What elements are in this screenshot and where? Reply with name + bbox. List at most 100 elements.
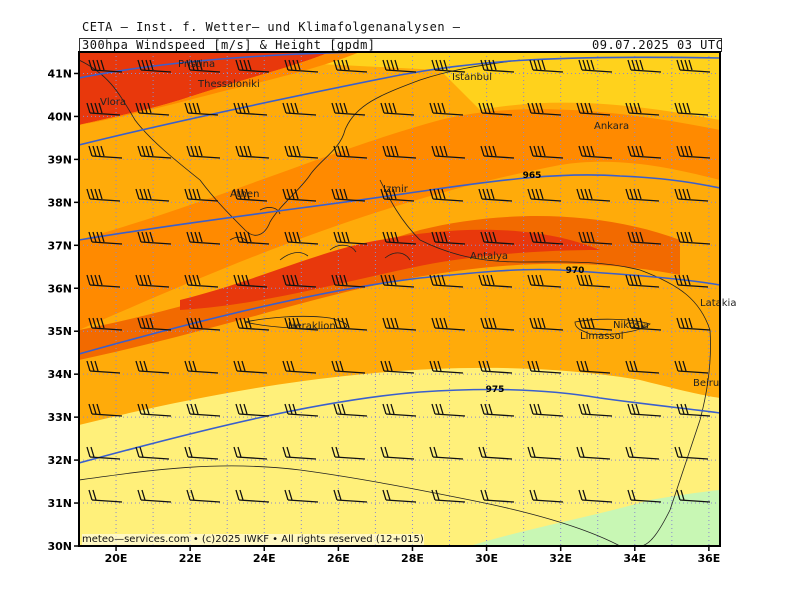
city-label-izmir: Izmir bbox=[383, 184, 409, 195]
wind-barb bbox=[480, 59, 515, 73]
city-label-vlora: Vlora bbox=[100, 97, 126, 108]
y-tick-label: 38N bbox=[47, 196, 72, 209]
wind-barb bbox=[578, 489, 613, 503]
wind-barb bbox=[137, 489, 172, 503]
contour-line-965 bbox=[79, 174, 720, 241]
wind-barb bbox=[578, 145, 613, 159]
y-tick-label: 41N bbox=[47, 67, 72, 80]
wind-barb bbox=[429, 360, 464, 374]
wind-barb bbox=[527, 360, 562, 374]
wind-barb bbox=[235, 317, 270, 331]
wind-barb bbox=[380, 188, 415, 202]
wind-barb bbox=[627, 489, 662, 503]
wind-barb bbox=[331, 360, 366, 374]
wind-barb bbox=[380, 446, 415, 460]
wind-barb bbox=[627, 59, 662, 73]
wind-barb bbox=[184, 274, 219, 288]
contour-label-970: 970 bbox=[566, 266, 585, 276]
wind-barb bbox=[529, 231, 564, 245]
wind-barb bbox=[233, 446, 268, 460]
wind-barb bbox=[333, 145, 368, 159]
wind-barb bbox=[578, 317, 613, 331]
wind-barb bbox=[137, 403, 172, 417]
wind-barb bbox=[676, 59, 711, 73]
wind-barb bbox=[478, 102, 513, 116]
wind-barb bbox=[282, 446, 317, 460]
wind-barb bbox=[137, 231, 172, 245]
wind-barb bbox=[674, 360, 709, 374]
wind-barb bbox=[429, 188, 464, 202]
wind-barb bbox=[674, 102, 709, 116]
wind-barb bbox=[86, 188, 121, 202]
wind-barb bbox=[382, 317, 417, 331]
wind-barb bbox=[576, 446, 611, 460]
x-tick-label: 36E bbox=[697, 552, 720, 565]
chart-subtitle: 300hpa Windspeed [m/s] & Height [gpdm] bbox=[82, 38, 376, 52]
wind-barb bbox=[184, 446, 219, 460]
wind-barb bbox=[674, 274, 709, 288]
wind-barb bbox=[88, 59, 123, 73]
city-label-latakia: Latakia bbox=[700, 298, 736, 309]
contour-label-975: 975 bbox=[486, 385, 505, 395]
wind-barb bbox=[676, 145, 711, 159]
axis-ticks: 20E 22E 24E 26E 28E 30E 32E 34E 36E 30N 31N 32N 33N 3… bbox=[47, 67, 720, 565]
wind-barb bbox=[676, 231, 711, 245]
wind-barb bbox=[527, 102, 562, 116]
wind-barb bbox=[627, 145, 662, 159]
wind-barb bbox=[331, 446, 366, 460]
wind-barb bbox=[429, 446, 464, 460]
x-tick-label: 28E bbox=[401, 552, 424, 565]
wind-barb bbox=[284, 317, 319, 331]
wind-barb bbox=[578, 231, 613, 245]
y-tick-label: 36N bbox=[47, 282, 72, 295]
city-label-antalya: Antalya bbox=[470, 251, 508, 262]
wind-barb bbox=[235, 489, 270, 503]
y-tick-label: 31N bbox=[47, 497, 72, 510]
wind-barb bbox=[184, 188, 219, 202]
y-tick-label: 35N bbox=[47, 325, 72, 338]
wind-barb bbox=[478, 274, 513, 288]
wind-barb bbox=[186, 145, 221, 159]
wind-barb bbox=[625, 360, 660, 374]
wind-barb bbox=[86, 274, 121, 288]
wind-barb bbox=[625, 446, 660, 460]
x-tick-label: 20E bbox=[105, 552, 128, 565]
wind-barb bbox=[429, 274, 464, 288]
wind-barb bbox=[529, 489, 564, 503]
wind-barb bbox=[674, 446, 709, 460]
wind-barb bbox=[137, 317, 172, 331]
wind-barb bbox=[184, 102, 219, 116]
wind-barb bbox=[529, 145, 564, 159]
footer-credit: meteo—services.com • (c)2025 IWKF • All … bbox=[82, 534, 424, 545]
wind-barb bbox=[135, 274, 170, 288]
wind-barb bbox=[235, 59, 270, 73]
wind-barb bbox=[233, 360, 268, 374]
subtitle-box bbox=[79, 38, 722, 52]
wind-barb bbox=[284, 231, 319, 245]
wind-barb bbox=[478, 446, 513, 460]
wind-barb bbox=[333, 403, 368, 417]
y-tick-label: 30N bbox=[47, 540, 72, 553]
y-tick-label: 34N bbox=[47, 368, 72, 381]
wind-barb bbox=[382, 489, 417, 503]
wind-barb bbox=[478, 360, 513, 374]
wind-barb bbox=[431, 489, 466, 503]
wind-barb bbox=[529, 59, 564, 73]
wind-barb bbox=[627, 403, 662, 417]
wind-barb bbox=[284, 59, 319, 73]
wind-barb bbox=[88, 489, 123, 503]
contour-line-970 bbox=[79, 268, 720, 355]
city-label-nikosia: Nikosia bbox=[613, 320, 649, 331]
wind-barb bbox=[333, 489, 368, 503]
contour-label-965: 965 bbox=[523, 171, 542, 181]
wind-barb bbox=[235, 231, 270, 245]
wind-barb bbox=[380, 102, 415, 116]
wind-barb bbox=[431, 317, 466, 331]
city-label-thessaloniki: Thessaloniki bbox=[197, 79, 260, 90]
y-tick-label: 39N bbox=[47, 153, 72, 166]
wind-band-red-core bbox=[180, 229, 600, 310]
city-label-pristina: Pristina bbox=[178, 59, 215, 70]
wind-barb bbox=[382, 231, 417, 245]
contour-line-975 bbox=[79, 388, 720, 464]
